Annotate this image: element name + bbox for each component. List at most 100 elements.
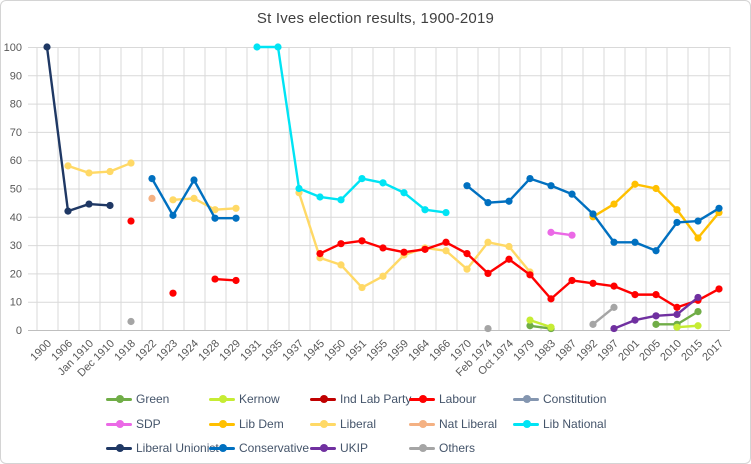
data-point-sdp <box>547 228 555 236</box>
data-point-liberal <box>169 196 177 204</box>
series-line-others <box>591 306 616 326</box>
data-point-labour <box>484 269 492 277</box>
data-point-liberal <box>106 167 114 176</box>
y-tick-label: 60 <box>10 155 22 167</box>
data-point-liberal <box>190 194 198 203</box>
data-point-lib-national <box>442 208 450 217</box>
data-point-kernow <box>694 322 702 330</box>
data-point-liberal <box>379 272 387 280</box>
data-point-green <box>526 322 534 330</box>
x-tick-label: 1945 <box>301 338 327 364</box>
x-tick-label: 1900 <box>28 338 54 364</box>
data-point-labour <box>337 240 345 248</box>
data-point-nat-liberal <box>148 194 156 203</box>
x-tick-label: 1983 <box>532 338 558 364</box>
data-point-liberal-unionist <box>43 43 51 51</box>
x-tick-label: 1922 <box>133 338 159 364</box>
series-ukip <box>610 293 702 333</box>
data-point-liberal-unionist <box>106 201 114 210</box>
data-point-liberal <box>505 242 513 251</box>
series-lib-dem <box>589 180 723 242</box>
data-point-conservative <box>526 174 534 183</box>
data-point-lib-national <box>421 206 429 214</box>
y-tick-label: 80 <box>10 99 22 111</box>
y-tick-label: 30 <box>10 240 22 252</box>
data-point-labour <box>526 271 534 279</box>
data-point-conservative <box>232 214 240 222</box>
data-point-others <box>484 324 492 333</box>
data-point-liberal <box>211 206 219 214</box>
data-point-conservative <box>631 238 639 246</box>
x-tick-label: 1966 <box>427 338 453 364</box>
data-point-labour <box>211 275 219 283</box>
data-point-conservative <box>505 197 513 205</box>
x-tick-label: 1918 <box>112 338 138 364</box>
data-point-conservative <box>652 247 660 255</box>
data-point-lib-dem <box>652 184 660 193</box>
data-point-conservative <box>169 211 177 219</box>
x-tick-label: 1992 <box>574 338 600 364</box>
data-point-green <box>694 308 702 316</box>
data-point-lib-dem <box>631 180 639 188</box>
data-point-lib-national <box>274 43 282 51</box>
data-point-labour <box>610 282 618 290</box>
data-point-conservative <box>148 174 156 183</box>
data-point-labour <box>379 244 387 252</box>
data-point-conservative <box>484 199 492 207</box>
data-point-lib-national <box>400 189 408 197</box>
series-liberal-unionist <box>43 43 114 215</box>
data-point-ukip <box>631 316 639 324</box>
data-point-labour <box>715 285 723 293</box>
data-point-conservative <box>715 204 723 212</box>
data-point-lib-national <box>379 179 387 187</box>
data-point-lib-dem <box>694 234 702 242</box>
data-point-others <box>127 317 135 326</box>
data-point-labour <box>442 238 450 246</box>
data-point-labour <box>673 303 681 311</box>
x-tick-label: 1937 <box>280 338 306 364</box>
y-tick-label: 90 <box>10 70 22 82</box>
y-tick-label: 20 <box>10 268 22 280</box>
data-point-kernow <box>526 316 534 324</box>
chart-title: St Ives election results, 1900-2019 <box>256 10 495 27</box>
data-point-liberal <box>127 159 135 167</box>
series-liberal <box>64 159 534 292</box>
series-kernow <box>526 316 702 331</box>
y-tick-label: 100 <box>4 42 22 54</box>
series-lib-national <box>253 43 450 217</box>
x-tick-label: 1935 <box>259 338 285 364</box>
data-point-conservative <box>568 190 576 198</box>
data-point-liberal <box>463 265 471 273</box>
series-conservative <box>148 174 723 255</box>
series-line-liberal <box>66 161 133 175</box>
data-point-labour <box>547 295 555 303</box>
data-point-conservative <box>547 182 555 190</box>
data-point-kernow <box>673 323 681 331</box>
series-line-lib-national <box>255 45 448 214</box>
data-point-labour <box>400 248 408 256</box>
data-point-ukip <box>652 312 660 320</box>
data-point-liberal <box>337 261 345 269</box>
y-tick-label: 50 <box>10 184 22 196</box>
x-tick-label: 2015 <box>679 338 705 364</box>
x-tick-label: 1950 <box>322 338 348 364</box>
data-point-labour <box>232 276 240 285</box>
x-tick-label: 1955 <box>364 338 390 364</box>
series-others <box>127 303 681 333</box>
data-point-ukip <box>610 324 618 333</box>
data-point-lib-national <box>253 43 261 51</box>
x-tick-label: 1924 <box>175 338 201 364</box>
data-point-labour <box>652 291 660 299</box>
x-tick-label: 2017 <box>700 338 726 364</box>
x-tick-label: 1964 <box>406 338 432 364</box>
series-line-kernow <box>528 318 553 329</box>
series-sdp <box>547 228 576 239</box>
data-point-liberal <box>484 238 492 246</box>
series-line-lib-dem <box>591 183 721 240</box>
y-tick-label: 40 <box>10 212 22 224</box>
data-point-conservative <box>463 182 471 190</box>
data-point-labour <box>589 279 597 287</box>
data-point-liberal <box>232 204 240 212</box>
data-point-lib-national <box>295 184 303 193</box>
